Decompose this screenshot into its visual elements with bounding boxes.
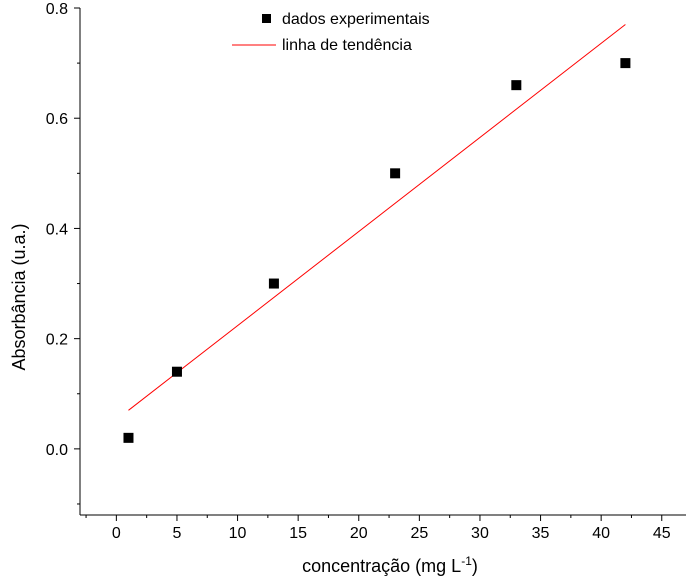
data-point: [511, 80, 522, 91]
trend-line-layer: [128, 24, 626, 411]
plot-frame: [79, 8, 686, 516]
x-ticks: 0 5 10 15 20 25 30 35 40 45: [85, 515, 671, 542]
x-tick-label: 45: [653, 525, 671, 542]
data-point: [123, 432, 134, 443]
legend-label-points: dados experimentais: [282, 11, 430, 28]
data-point: [171, 366, 182, 377]
data-point: [620, 58, 631, 69]
y-tick-label: 0.6: [46, 111, 68, 128]
data-points-layer: [123, 58, 631, 443]
x-tick-label: 25: [410, 525, 428, 542]
legend-marker-square: [262, 14, 271, 23]
x-tick-label: 30: [471, 525, 489, 542]
y-axis-title: Absorbância (u.a.): [9, 223, 29, 370]
x-tick-label: 5: [173, 525, 182, 542]
x-axis-title: concentração (mg L-1): [302, 554, 478, 576]
x-tick-label: 35: [532, 525, 550, 542]
x-tick-label: 40: [592, 525, 610, 542]
trend-line: [128, 24, 626, 411]
x-tick-label: 20: [350, 525, 368, 542]
data-point: [390, 168, 401, 179]
y-ticks: 0.0 0.2 0.4 0.6 0.8: [46, 1, 80, 505]
x-tick-label: 0: [112, 525, 121, 542]
legend-label-trend: linha de tendência: [282, 37, 412, 54]
y-tick-label: 0.4: [46, 221, 68, 238]
y-tick-label: 0.2: [46, 332, 68, 349]
x-tick-label: 10: [229, 525, 247, 542]
data-point: [268, 278, 279, 289]
y-tick-label: 0.8: [46, 1, 68, 18]
x-tick-label: 15: [289, 525, 307, 542]
y-tick-label: 0.0: [46, 442, 68, 459]
legend: dados experimentais linha de tendência: [232, 11, 430, 54]
